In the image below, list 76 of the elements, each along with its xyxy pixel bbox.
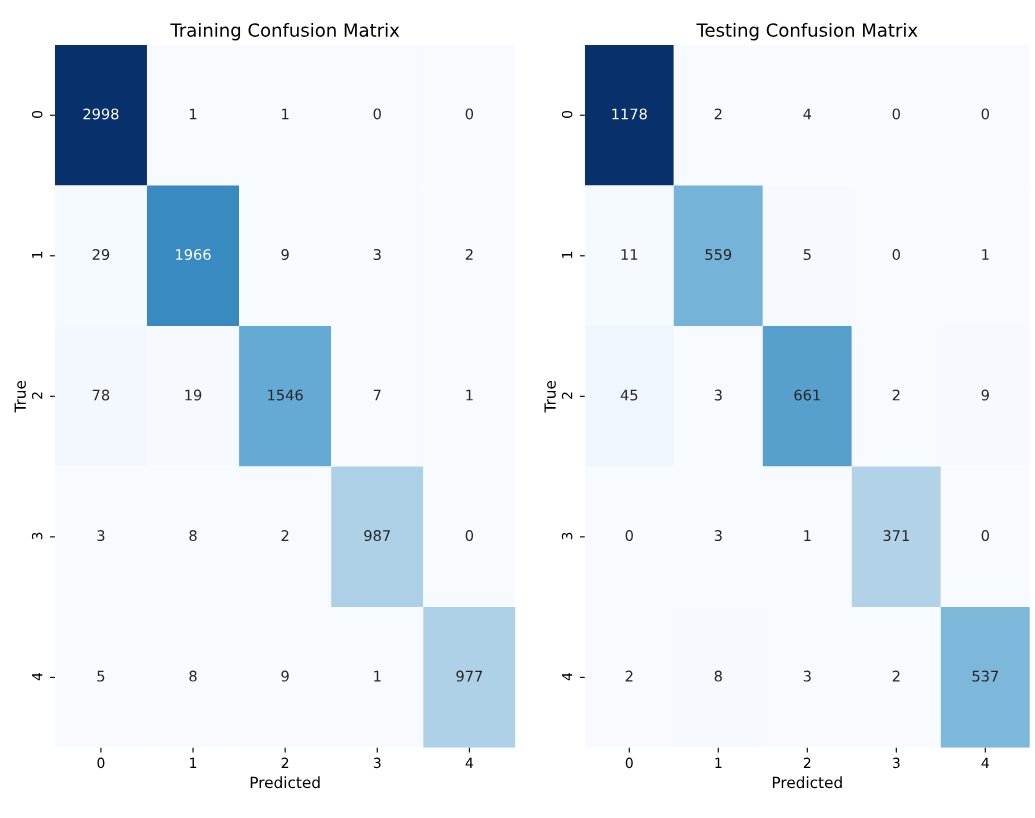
y-tick-label: 0 [561, 110, 573, 118]
data-label: 19 [185, 389, 202, 401]
data-label: 2 [625, 670, 633, 682]
data-label: 4 [803, 108, 812, 120]
data-label: 1 [982, 249, 989, 260]
chart-title: Testing Confusion Matrix [696, 22, 918, 41]
x-axis-title: Predicted [772, 776, 842, 789]
y-tick-label: 4 [32, 672, 43, 681]
data-label: 3 [714, 389, 722, 401]
data-label: 11 [621, 249, 638, 260]
data-label: 977 [456, 670, 483, 682]
y-tick-label: 3 [561, 532, 573, 540]
y-axis-title: True [544, 380, 556, 413]
data-label: 1 [282, 108, 289, 120]
data-label: 0 [625, 530, 633, 542]
x-axis-title: Predicted [250, 776, 320, 789]
data-label: 0 [892, 248, 900, 261]
data-label: 3 [714, 530, 722, 542]
data-label: 0 [465, 530, 474, 542]
data-label: 2 [714, 108, 722, 120]
data-label: 5 [803, 249, 811, 261]
data-label: 8 [189, 670, 197, 682]
data-label: 1546 [268, 389, 303, 401]
data-label: 3 [803, 670, 811, 682]
x-tick-label: 0 [97, 757, 105, 769]
data-label: 1178 [612, 108, 647, 120]
data-label: 1 [374, 670, 381, 682]
y-tick-label: 2 [31, 392, 43, 399]
data-label: 3 [97, 530, 105, 542]
data-label: 371 [883, 530, 909, 542]
y-tick-label: 1 [32, 251, 43, 258]
chart-title: Training Confusion Matrix [170, 22, 400, 41]
y-tick-label: 4 [562, 672, 573, 681]
x-tick-label: 0 [625, 757, 633, 769]
x-tick-label: 1 [190, 757, 197, 768]
data-label: 9 [281, 248, 289, 261]
data-label: 2998 [83, 108, 119, 120]
data-label: 1 [804, 530, 811, 541]
data-label: 2 [892, 670, 900, 682]
data-label: 45 [620, 389, 638, 401]
data-label: 5 [97, 670, 105, 682]
data-label: 0 [981, 530, 989, 542]
x-tick-label: 4 [465, 757, 474, 768]
data-label: 78 [92, 389, 110, 401]
data-label: 1 [466, 389, 473, 401]
x-tick-label: 2 [281, 757, 289, 768]
data-label: 9 [281, 670, 289, 682]
data-label: 661 [794, 389, 820, 401]
y-tick-label: 3 [31, 532, 43, 540]
x-tick-label: 3 [373, 757, 381, 769]
data-label: 2 [465, 248, 473, 260]
x-tick-label: 2 [803, 757, 811, 768]
data-label: 987 [364, 530, 390, 542]
data-label: 1966 [176, 248, 211, 261]
data-label: 8 [189, 530, 197, 542]
data-label: 537 [972, 670, 998, 682]
y-tick-label: 0 [31, 110, 43, 118]
data-label: 2 [281, 530, 289, 541]
data-label: 0 [373, 108, 381, 120]
x-tick-label: 4 [981, 757, 989, 768]
y-tick-label: 2 [561, 392, 573, 399]
data-label: 29 [92, 248, 110, 261]
data-label: 1 [189, 108, 197, 120]
data-label: 0 [465, 108, 474, 120]
x-tick-label: 3 [892, 757, 900, 769]
data-label: 7 [373, 389, 381, 401]
y-axis-title: True [14, 380, 26, 413]
data-label: 3 [373, 248, 381, 261]
data-label: 559 [705, 248, 732, 261]
data-label: 8 [714, 670, 722, 682]
x-tick-label: 1 [715, 757, 722, 768]
y-tick-label: 1 [562, 251, 573, 258]
data-label: 0 [981, 108, 989, 120]
data-label: 2 [892, 389, 900, 401]
data-label: 9 [981, 389, 989, 401]
data-label: 0 [892, 108, 900, 120]
